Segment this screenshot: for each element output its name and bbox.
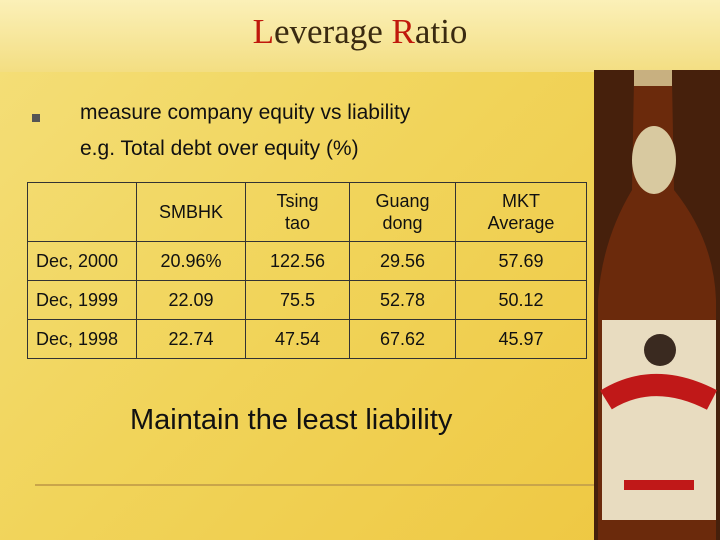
column-header: SMBHK (135, 182, 247, 242)
cell: 52.78 (349, 280, 457, 320)
cell: 67.62 (349, 319, 457, 359)
cell: 22.09 (135, 280, 247, 320)
cell: 45.97 (455, 319, 588, 359)
row-label: Dec, 2000 (27, 241, 137, 281)
cell: 22.74 (135, 319, 247, 359)
column-header: MKT Average (455, 182, 588, 242)
rule (35, 484, 595, 486)
corner-cell (27, 182, 137, 242)
bullet-marker (32, 114, 40, 122)
table-row: Dec, 1999 22.09 75.5 52.78 50.12 (27, 280, 588, 320)
cell: 50.12 (455, 280, 588, 320)
bullet-text: measure company equity vs liability (80, 101, 411, 124)
row-label: Dec, 1998 (27, 319, 137, 359)
cell: 122.56 (245, 241, 351, 281)
bullet-text: e.g. Total debt over equity (%) (80, 137, 359, 160)
column-header: Guang dong (349, 182, 457, 242)
table: SMBHK Tsing tao Guang dong MKT Average Dec, … (27, 182, 588, 359)
title-band (0, 0, 720, 72)
bottle-image (594, 70, 720, 540)
table-row: Dec, 2000 20.96% 122.56 29.56 57.69 (27, 241, 588, 281)
column-header: Tsing tao (245, 182, 351, 242)
header-row: SMBHK Tsing tao Guang dong MKT Average (27, 182, 588, 242)
cell: 47.54 (245, 319, 351, 359)
cell: 75.5 (245, 280, 351, 320)
table-row: Dec, 1998 22.74 47.54 67.62 45.97 (27, 319, 588, 359)
cell: 57.69 (455, 241, 588, 281)
title: Leverage Ratio (252, 12, 468, 51)
cell: 29.56 (349, 241, 457, 281)
footer-text: Maintain the least liability (130, 404, 453, 436)
cell: 20.96% (135, 241, 247, 281)
row-label: Dec, 1999 (27, 280, 137, 320)
